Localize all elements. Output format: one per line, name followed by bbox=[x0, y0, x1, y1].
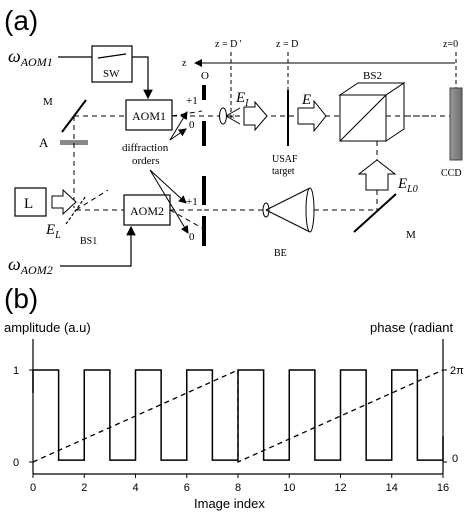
elo-field-arrow bbox=[357, 159, 397, 191]
left-tick-1: 1 bbox=[13, 365, 19, 377]
pointer-bottom-plus1 bbox=[149, 169, 187, 204]
plot-area: 0 2 4 6 8 10 12 14 16 bbox=[29, 339, 449, 494]
mirror-top-label: M bbox=[43, 96, 53, 108]
beam-bs1-to-mirror bbox=[75, 189, 109, 211]
order-plus1-top: +1 bbox=[186, 95, 198, 107]
z-zero-label: z=0 bbox=[443, 39, 458, 50]
ccd-label: CCD bbox=[441, 168, 462, 179]
object-mark: × bbox=[229, 111, 235, 123]
laser-box bbox=[14, 187, 47, 217]
aom1-label: AOM1 bbox=[132, 109, 166, 123]
x-axis-label: Image index bbox=[194, 496, 265, 511]
bs2-label: BS2 bbox=[363, 70, 382, 82]
right-tick-0: 0 bbox=[452, 453, 458, 465]
usaf-label-1: USAF bbox=[272, 154, 298, 165]
panel-a-label: (a) bbox=[4, 5, 38, 36]
e-field-arrow bbox=[297, 99, 327, 133]
bs2-diagonal bbox=[339, 94, 387, 142]
z-axis-label: z bbox=[182, 58, 187, 69]
el-label: EL bbox=[45, 222, 61, 241]
be-label: BE bbox=[274, 248, 287, 259]
be-lens-large bbox=[305, 187, 315, 233]
pointer-top-plus1 bbox=[169, 111, 188, 141]
switch-box bbox=[91, 45, 133, 83]
ei-label: EI bbox=[235, 90, 249, 109]
bs1-label: BS1 bbox=[80, 236, 97, 247]
e-label: E bbox=[301, 92, 311, 108]
x-tick-label: 8 bbox=[235, 482, 241, 494]
y-axis-right-label: phase (radiant bbox=[370, 320, 453, 335]
aom1-box bbox=[125, 99, 173, 131]
order-plus1-bottom: +1 bbox=[186, 196, 198, 208]
sw-to-aom1-wire bbox=[132, 56, 153, 100]
order-0-top: 0 bbox=[189, 119, 195, 131]
elo-label: EL0 bbox=[397, 176, 418, 195]
left-tick-0: 0 bbox=[13, 457, 19, 469]
laser-label: L bbox=[24, 196, 33, 212]
be-cone-lower bbox=[265, 209, 311, 233]
usaf-label-2: target bbox=[272, 166, 295, 177]
y-axis-left-label: amplitude (a.u) bbox=[4, 320, 91, 335]
be-cone-upper bbox=[265, 187, 311, 211]
beam-spread-upper bbox=[225, 107, 241, 117]
right-tick-2pi: 2π bbox=[450, 365, 464, 377]
attenuator-label: A bbox=[39, 135, 49, 150]
omega-aom2-label: ωAOM2 bbox=[8, 254, 53, 277]
amplitude-series-line bbox=[32, 369, 444, 461]
diffraction-orders-label-1: diffraction bbox=[122, 142, 169, 154]
x-tick-label: 14 bbox=[386, 482, 398, 494]
z-d-label: z = D bbox=[276, 39, 298, 50]
x-tick-label: 16 bbox=[437, 482, 449, 494]
x-tick-label: 10 bbox=[283, 482, 295, 494]
omega-aom1-label: ωAOM1 bbox=[8, 46, 53, 69]
aom2-input-wire bbox=[60, 225, 136, 267]
ccd-sensor bbox=[449, 87, 463, 161]
beam-aom1-order1 bbox=[171, 110, 203, 117]
pointer-top-0 bbox=[169, 128, 187, 141]
x-tick-label: 12 bbox=[334, 482, 346, 494]
beam-aom2-order0 bbox=[169, 209, 203, 229]
diffraction-orders-label-2: orders bbox=[132, 155, 160, 167]
lens-top bbox=[219, 107, 227, 125]
aom2-box bbox=[123, 194, 171, 226]
mirror-bottom bbox=[353, 193, 397, 233]
z-dprime-label: z = D ' bbox=[215, 39, 242, 50]
beam-spread-lower bbox=[225, 115, 241, 125]
phase-series-line bbox=[32, 368, 444, 464]
aom2-label: AOM2 bbox=[130, 204, 164, 218]
sw-label: SW bbox=[103, 68, 120, 80]
x-tick-label: 0 bbox=[30, 482, 36, 494]
panel-b-label: (b) bbox=[4, 283, 38, 314]
pointer-bottom-0 bbox=[149, 169, 189, 234]
mirror-bottom-label: M bbox=[406, 229, 416, 241]
el-field-arrow bbox=[51, 188, 77, 216]
order-0-bottom: 0 bbox=[189, 231, 195, 243]
x-tick-label: 4 bbox=[132, 482, 138, 494]
x-tick-label: 6 bbox=[184, 482, 190, 494]
x-tick-label: 2 bbox=[81, 482, 87, 494]
ei-field-arrow bbox=[243, 100, 268, 132]
obstacle-label: O bbox=[201, 70, 209, 82]
attenuator bbox=[60, 140, 88, 145]
switch-icon bbox=[97, 53, 127, 59]
